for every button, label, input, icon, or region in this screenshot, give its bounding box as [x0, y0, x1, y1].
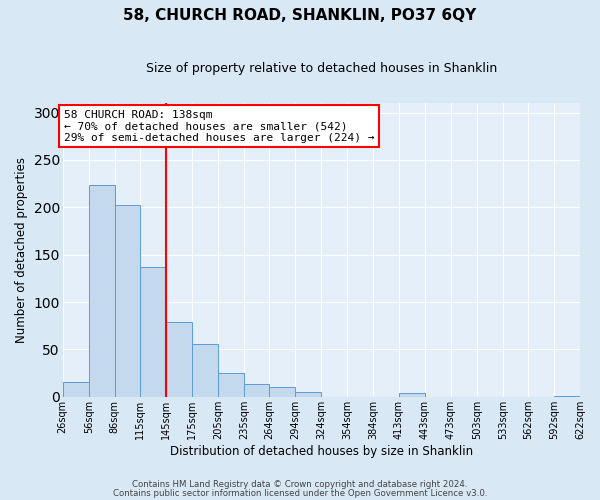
Bar [166, 322, 192, 397]
Y-axis label: Number of detached properties: Number of detached properties [15, 157, 28, 343]
Bar [554, 396, 580, 397]
Text: Contains HM Land Registry data © Crown copyright and database right 2024.: Contains HM Land Registry data © Crown c… [132, 480, 468, 489]
Title: Size of property relative to detached houses in Shanklin: Size of property relative to detached ho… [146, 62, 497, 76]
Text: 58 CHURCH ROAD: 138sqm
← 70% of detached houses are smaller (542)
29% of semi-de: 58 CHURCH ROAD: 138sqm ← 70% of detached… [64, 110, 374, 143]
Bar [89, 184, 115, 397]
Bar [295, 392, 322, 397]
X-axis label: Distribution of detached houses by size in Shanklin: Distribution of detached houses by size … [170, 444, 473, 458]
Bar [192, 344, 218, 397]
Text: Contains public sector information licensed under the Open Government Licence v3: Contains public sector information licen… [113, 489, 487, 498]
Bar [218, 373, 244, 397]
Bar [269, 388, 295, 397]
Bar [63, 382, 89, 397]
Bar [398, 393, 425, 397]
Bar [115, 206, 140, 397]
Bar [244, 384, 269, 397]
Text: 58, CHURCH ROAD, SHANKLIN, PO37 6QY: 58, CHURCH ROAD, SHANKLIN, PO37 6QY [124, 8, 476, 22]
Bar [140, 267, 166, 397]
